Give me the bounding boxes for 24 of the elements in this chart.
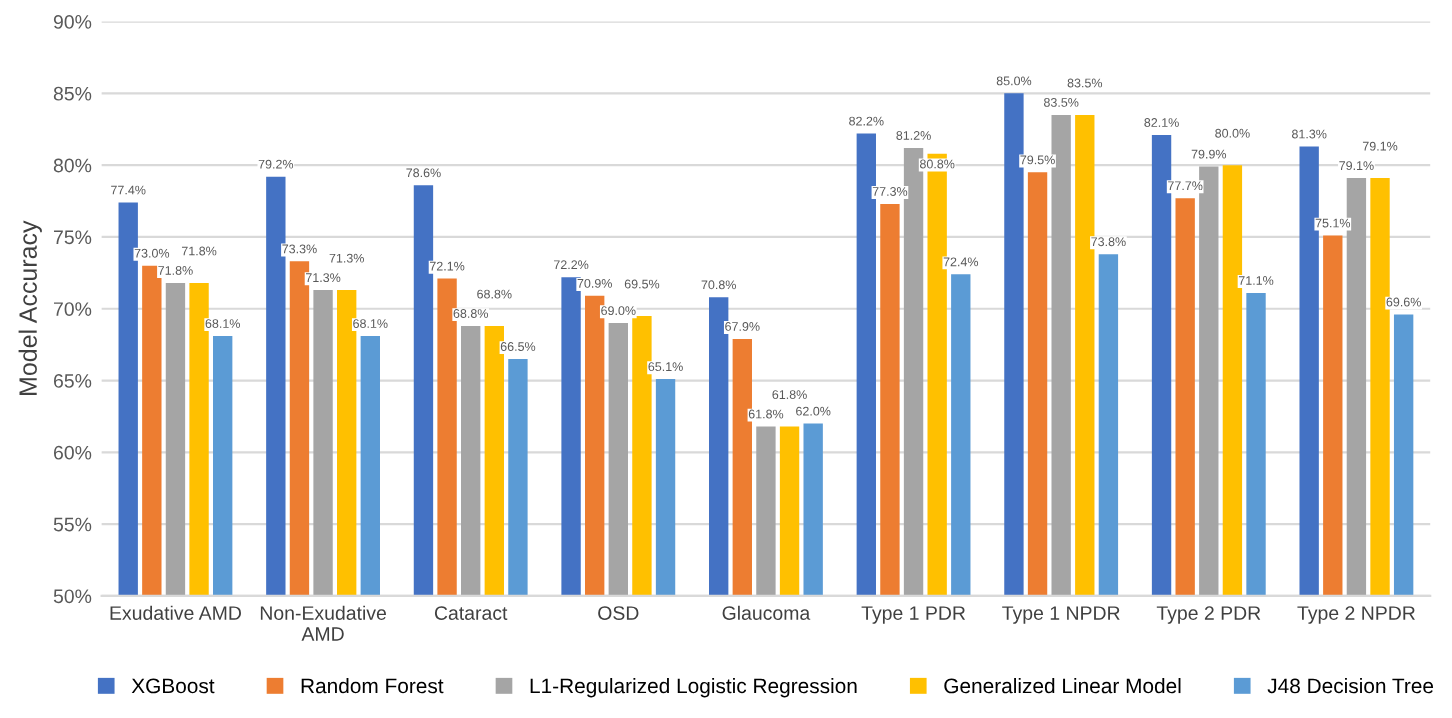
legend-label: Random Forest [301, 677, 444, 694]
y-tick-label: 85% [53, 86, 92, 101]
y-tick-label: 80% [53, 158, 92, 173]
y-tick-label: 70% [54, 302, 92, 316]
x-tick-label: Type 1 NPDR [1002, 606, 1120, 624]
y-tick-label: 90% [53, 15, 92, 29]
x-tick-label: Type 1 PDR [861, 606, 966, 624]
legend-label: XGBoost [131, 678, 215, 694]
y-tick-label: 50% [53, 589, 92, 604]
x-tick-label: Type 2 NPDR [1297, 606, 1415, 624]
y-tick-label: 55% [53, 517, 92, 532]
x-tick-label: OSD [598, 606, 639, 620]
legend-label: Generalized Linear Model [944, 677, 1181, 694]
y-axis-title: Model Accuracy [18, 220, 42, 395]
x-tick-label: Non-Exudative AMD [260, 605, 386, 641]
x-tick-label: Cataract [434, 606, 508, 620]
x-tick-label: Exudative AMD [110, 605, 241, 620]
legend-label: L1-Regularized Logistic Regression [530, 677, 857, 698]
y-tick-label: 65% [53, 374, 92, 388]
x-tick-label: Type 2 PDR [1156, 606, 1261, 624]
y-tick-label: 60% [53, 445, 92, 460]
y-tick-label: 75% [54, 230, 92, 245]
legend-label: J48 Decision Tree [1267, 677, 1434, 694]
x-tick-label: Glaucoma [722, 605, 811, 620]
